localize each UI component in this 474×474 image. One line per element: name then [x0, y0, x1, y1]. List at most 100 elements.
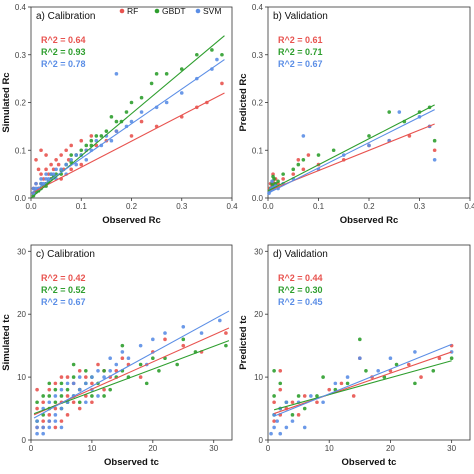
- data-point-gbdt: [35, 400, 39, 405]
- data-point-rf: [351, 394, 356, 398]
- data-point-rf: [65, 375, 70, 379]
- data-point-svm: [199, 331, 204, 335]
- x-axis-label: Observed tc: [104, 457, 159, 468]
- data-point-svm: [413, 350, 417, 354]
- legend-label-rf: RF: [127, 6, 138, 16]
- data-point-rf: [65, 413, 70, 417]
- data-point-gbdt: [124, 110, 129, 114]
- x-tick-label: 30: [209, 444, 218, 453]
- data-point-svm: [163, 331, 167, 335]
- y-axis-label: Predicted Rc: [238, 73, 249, 131]
- y-tick-label: 0.4: [252, 3, 264, 12]
- data-point-gbdt: [195, 52, 199, 57]
- x-tick-label: 0.3: [414, 202, 426, 211]
- fit-line-svm: [33, 310, 230, 419]
- data-point-gbdt: [331, 148, 336, 153]
- data-point-rf: [339, 381, 344, 386]
- data-point-gbdt: [181, 337, 186, 342]
- data-point-svm: [47, 400, 52, 405]
- data-point-svm: [309, 394, 313, 398]
- x-axis-label: Observed Rc: [340, 215, 399, 226]
- data-point-svm: [138, 343, 143, 348]
- panel-a-calibration: 0.0 0.1 0.2 0.3 0.4 0.0 0.1 0.2 0.3 0.4 Observed R…: [1, 3, 238, 226]
- data-point-rf: [49, 162, 53, 167]
- data-point-gbdt: [59, 381, 64, 386]
- panel-c-title: c) Calibration: [36, 249, 95, 260]
- data-point-gbdt: [120, 343, 125, 348]
- data-point-gbdt: [59, 394, 64, 398]
- data-point-gbdt: [47, 381, 52, 386]
- y-tick-label: 0.0: [252, 194, 264, 203]
- x-tick-label: 10: [87, 444, 96, 453]
- data-point-svm: [35, 425, 39, 430]
- legend-marker-svm: [195, 8, 201, 14]
- y-tick-label: 0.3: [15, 51, 27, 60]
- fit-line-svm: [267, 109, 435, 194]
- data-point-rf: [77, 369, 82, 373]
- data-point-svm: [35, 431, 39, 436]
- x-tick-label: 0.1: [76, 202, 88, 211]
- legend-marker-gbdt: [154, 8, 160, 14]
- data-point-svm: [215, 57, 219, 62]
- data-point-rf: [71, 400, 76, 405]
- x-tick-label: 0.4: [464, 202, 474, 211]
- plot-frame: [30, 244, 233, 441]
- data-point-rf: [278, 387, 283, 392]
- data-point-rf: [281, 177, 285, 181]
- data-point-svm: [114, 72, 119, 76]
- data-point-gbdt: [367, 134, 371, 138]
- data-point-rf: [53, 406, 58, 411]
- data-point-gbdt: [164, 72, 169, 76]
- data-point-rf: [44, 153, 48, 157]
- data-point-rf: [291, 172, 296, 176]
- r2-label-rf: R^2 = 0.64: [41, 35, 86, 45]
- data-point-svm: [270, 179, 274, 184]
- data-point-svm: [179, 91, 184, 95]
- data-point-gbdt: [151, 356, 155, 361]
- data-point-svm: [34, 181, 38, 186]
- data-point-gbdt: [272, 369, 276, 373]
- data-point-svm: [53, 419, 58, 423]
- data-point-svm: [84, 158, 89, 162]
- data-point-svm: [59, 387, 64, 392]
- data-point-svm: [284, 425, 289, 430]
- data-point-gbdt: [431, 369, 436, 373]
- data-point-rf: [66, 158, 71, 162]
- data-point-svm: [49, 172, 53, 176]
- y-tick-label: 20: [254, 310, 263, 319]
- x-tick-label: 0.1: [313, 202, 325, 211]
- y-tick-label: 20: [17, 310, 26, 319]
- data-point-svm: [90, 375, 94, 379]
- data-point-rf: [36, 167, 41, 172]
- data-point-svm: [51, 172, 56, 176]
- y-axis-label: Simulated tc: [1, 314, 12, 371]
- data-point-rf: [90, 381, 94, 386]
- data-point-gbdt: [41, 394, 45, 398]
- data-point-gbdt: [394, 362, 399, 367]
- data-point-svm: [35, 419, 39, 423]
- data-point-rf: [89, 134, 94, 138]
- data-point-rf: [35, 387, 39, 392]
- data-point-rf: [315, 400, 319, 405]
- r2-label-rf: R^2 = 0.42: [41, 273, 86, 283]
- data-point-rf: [120, 356, 125, 361]
- data-point-gbdt: [77, 400, 82, 405]
- data-point-gbdt: [104, 129, 109, 133]
- y-tick-label: 0.0: [15, 194, 27, 203]
- r2-label-gbdt: R^2 = 0.52: [41, 285, 86, 295]
- data-point-svm: [109, 138, 114, 143]
- data-point-svm: [59, 425, 64, 430]
- data-point-svm: [39, 177, 43, 181]
- x-tick-label: 0: [29, 444, 34, 453]
- y-tick-label: 30: [254, 247, 263, 256]
- data-point-gbdt: [316, 153, 321, 157]
- data-point-svm: [96, 369, 100, 373]
- data-point-svm: [84, 381, 88, 386]
- data-point-svm: [278, 431, 283, 436]
- data-point-svm: [94, 138, 99, 143]
- data-point-rf: [419, 375, 423, 379]
- data-point-rf: [432, 148, 437, 153]
- data-point-svm: [96, 394, 100, 398]
- data-point-svm: [102, 375, 106, 379]
